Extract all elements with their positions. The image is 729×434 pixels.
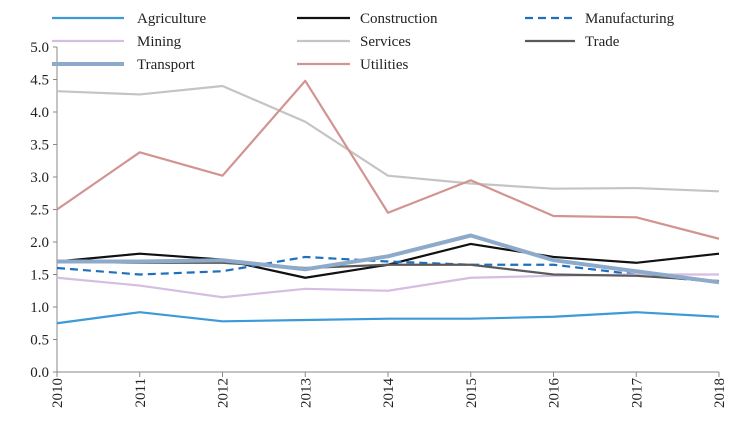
y-tick-label: 2.5 — [30, 203, 49, 219]
legend-label: Utilities — [360, 57, 408, 73]
series-line — [56, 311, 720, 325]
x-tick-label: 2014 — [381, 378, 397, 409]
y-tick-label: 0.0 — [30, 365, 49, 381]
x-tick-label: 2018 — [712, 378, 728, 408]
legend-label: Construction — [360, 11, 438, 27]
series-line — [56, 273, 719, 299]
legend-label: Agriculture — [137, 11, 206, 27]
series-line — [56, 84, 720, 193]
legend-label: Manufacturing — [585, 11, 675, 27]
x-tick-label: 2017 — [629, 378, 645, 409]
y-tick-label: 0.5 — [30, 333, 49, 349]
x-tick-label: 2011 — [133, 378, 149, 407]
x-tick-label: 2013 — [298, 378, 314, 408]
x-tick-label: 2016 — [547, 378, 563, 409]
legend-label: Mining — [137, 34, 182, 50]
y-tick-label: 1.5 — [30, 268, 49, 284]
legend-label: Transport — [137, 57, 196, 73]
x-tick-label: 2012 — [216, 378, 232, 408]
y-tick-label: 1.0 — [30, 300, 49, 316]
y-tick-label: 4.5 — [30, 73, 49, 89]
legend-label: Services — [360, 34, 411, 50]
y-tick-label: 3.0 — [30, 170, 49, 186]
series-line — [56, 79, 720, 240]
y-tick-label: 5.0 — [30, 40, 49, 56]
x-tick-label: 2010 — [50, 378, 66, 408]
y-tick-label: 4.0 — [30, 105, 49, 121]
legend-label: Trade — [585, 34, 620, 50]
series-line — [56, 255, 720, 284]
x-tick-label: 2015 — [464, 378, 480, 408]
series-line — [57, 233, 720, 285]
series-line — [56, 260, 720, 283]
y-tick-label: 2.0 — [30, 235, 49, 251]
y-tick-label: 3.5 — [30, 138, 49, 154]
